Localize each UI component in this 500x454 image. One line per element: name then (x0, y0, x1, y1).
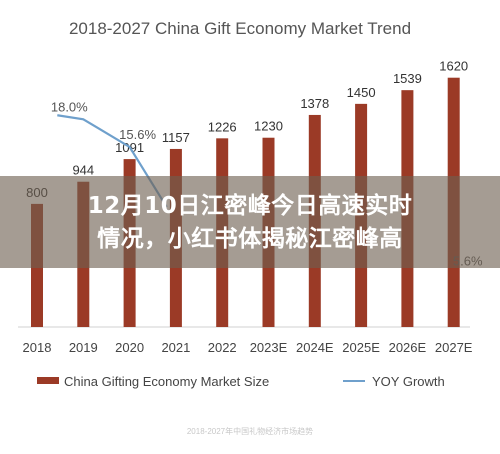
headline-overlay-band (0, 176, 500, 268)
x-tick-2019: 2019 (69, 340, 98, 355)
headline-line-1: 12月10日江密峰今日高速实时 (87, 193, 413, 219)
yoy-label-2020: 15.6% (119, 127, 156, 142)
x-tick-2024E: 2024E (296, 340, 334, 355)
bar-label-2023E: 1230 (254, 119, 283, 134)
bar-label-2024E: 1378 (300, 96, 329, 111)
x-tick-2020: 2020 (115, 340, 144, 355)
chart-title: 2018-2027 China Gift Economy Market Tren… (69, 19, 411, 38)
bar-label-2019: 944 (72, 163, 94, 178)
bar-label-2022: 1226 (208, 119, 237, 134)
headline-overlay: 12月10日江密峰今日高速实时 情况，小红书体揭秘江密峰高 (0, 190, 500, 256)
legend-label-bar: China Gifting Economy Market Size (64, 374, 269, 389)
bar-label-2021: 1157 (162, 130, 190, 145)
legend-swatch-bar (37, 377, 59, 384)
bar-label-2026E: 1539 (393, 71, 422, 86)
x-tick-2022: 2022 (208, 340, 237, 355)
x-tick-2026E: 2026E (389, 340, 427, 355)
headline-line-2: 情况，小红书体揭秘江密峰高 (97, 226, 403, 252)
bar-label-2025E: 1450 (347, 85, 376, 100)
x-tick-labels: 2018 2019 2020 2021 2022 2023E 2024E 2025E 2026E… (23, 340, 473, 355)
x-tick-2018: 2018 (23, 340, 52, 355)
x-tick-2021: 2021 (161, 340, 190, 355)
watermark-caption: 2018-2027年中国礼物经济市场趋势 (186, 427, 314, 436)
legend-label-line: YOY Growth (372, 374, 445, 389)
x-tick-2027E: 2027E (435, 340, 473, 355)
x-tick-2023E: 2023E (250, 340, 288, 355)
yoy-label-2019: 18.0% (51, 99, 88, 114)
legend: China Gifting Economy Market Size YOY Gr… (37, 374, 445, 389)
x-tick-2025E: 2025E (342, 340, 380, 355)
bar-label-2027E: 1620 (439, 59, 468, 74)
